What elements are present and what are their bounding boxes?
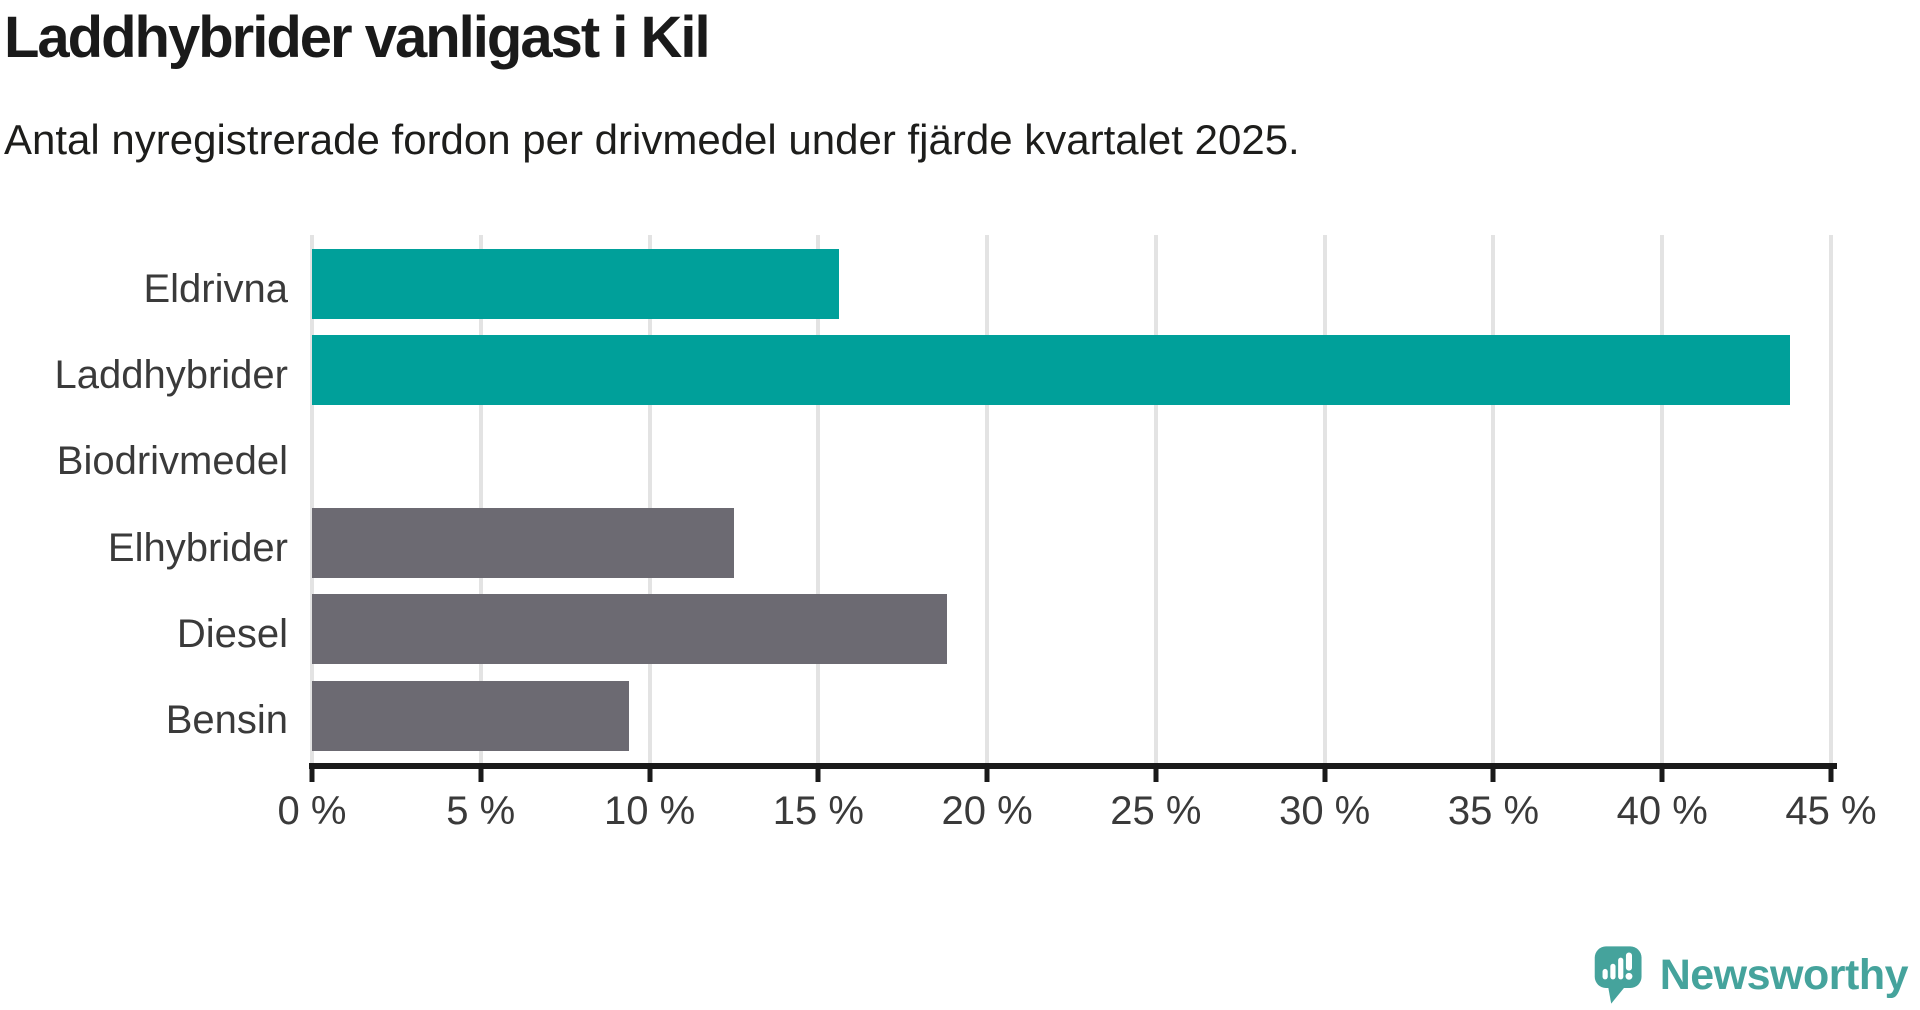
axis-tick-label: 35 %	[1447, 789, 1540, 833]
axis-tick	[478, 769, 484, 782]
axis-tick-label: 25 %	[1110, 789, 1202, 833]
gridline	[1660, 235, 1665, 763]
bars-layer	[312, 249, 1831, 767]
axis-tick	[647, 769, 653, 782]
bar-row	[312, 507, 1831, 594]
axis-tick	[1153, 769, 1159, 782]
category-label-eldrivna: Eldrivna	[143, 266, 288, 311]
gridline	[1153, 235, 1158, 763]
gridline	[816, 235, 821, 763]
bar-diesel	[312, 594, 947, 665]
category-label-bensin: Bensin	[165, 698, 288, 743]
bar-row	[312, 335, 1831, 421]
bar-row	[312, 422, 1831, 508]
category-labels: Eldrivna Laddhybrider Biodrivmedel Elhybrid…	[0, 249, 289, 767]
axis-tick-label: 5 %	[446, 789, 516, 833]
chart-title: Laddhybrider vanligast i Kil	[4, 5, 711, 70]
axis-tick	[984, 769, 990, 782]
gridline	[478, 235, 483, 763]
axis-tick-label: 0 %	[277, 789, 347, 833]
axis-tick	[1659, 769, 1665, 782]
bar-row	[312, 594, 1831, 680]
gridlines-layer	[310, 235, 1833, 763]
axis-tick	[815, 769, 821, 782]
axis-tick	[309, 769, 315, 782]
x-axis-line	[309, 763, 1837, 769]
axis-tick-label: 15 %	[772, 789, 864, 833]
newsworthy-logo-text: Newsworthy	[1659, 950, 1909, 999]
category-label-laddhybrider: Laddhybrider	[54, 352, 289, 397]
gridline	[647, 235, 652, 763]
gridline	[310, 235, 314, 763]
bar-eldrivna	[312, 249, 839, 319]
gridline	[1491, 235, 1496, 763]
plot-area	[310, 235, 1833, 763]
axis-tick-label: 10 %	[603, 789, 696, 833]
category-label-diesel: Diesel	[176, 611, 288, 656]
gridline	[985, 235, 990, 763]
newsworthy-logo-icon	[1594, 946, 1642, 1004]
axis-tick	[1322, 769, 1328, 782]
bar-row	[312, 249, 1831, 335]
axis-tick-label: 40 %	[1616, 789, 1708, 833]
gridline	[1829, 235, 1833, 763]
category-label-biodrivmedel: Biodrivmedel	[56, 439, 288, 484]
axis-tick	[1490, 769, 1496, 782]
category-label-elhybrider: Elhybrider	[107, 525, 288, 570]
bar-laddhybrider	[312, 335, 1791, 406]
bar-elhybrider	[312, 507, 734, 578]
bar-row	[312, 680, 1831, 767]
bar-bensin	[312, 680, 630, 751]
gridline	[1322, 235, 1327, 763]
axis-tick-label: 30 %	[1279, 789, 1371, 833]
axis-tick-label: 45 %	[1785, 789, 1877, 833]
newsworthy-logo: Newsworthy	[1593, 944, 1909, 1006]
axis-tick	[1828, 769, 1834, 782]
chart-subtitle: Antal nyregistrerade fordon per drivmede…	[4, 116, 1300, 163]
x-axis-tick-labels: 0 % 5 % 10 % 15 % 20 % 25 % 30 % 35 % 40 % 45 %	[278, 789, 1877, 835]
axis-tick-label: 20 %	[941, 789, 1033, 833]
x-axis-ticks	[309, 769, 1834, 782]
